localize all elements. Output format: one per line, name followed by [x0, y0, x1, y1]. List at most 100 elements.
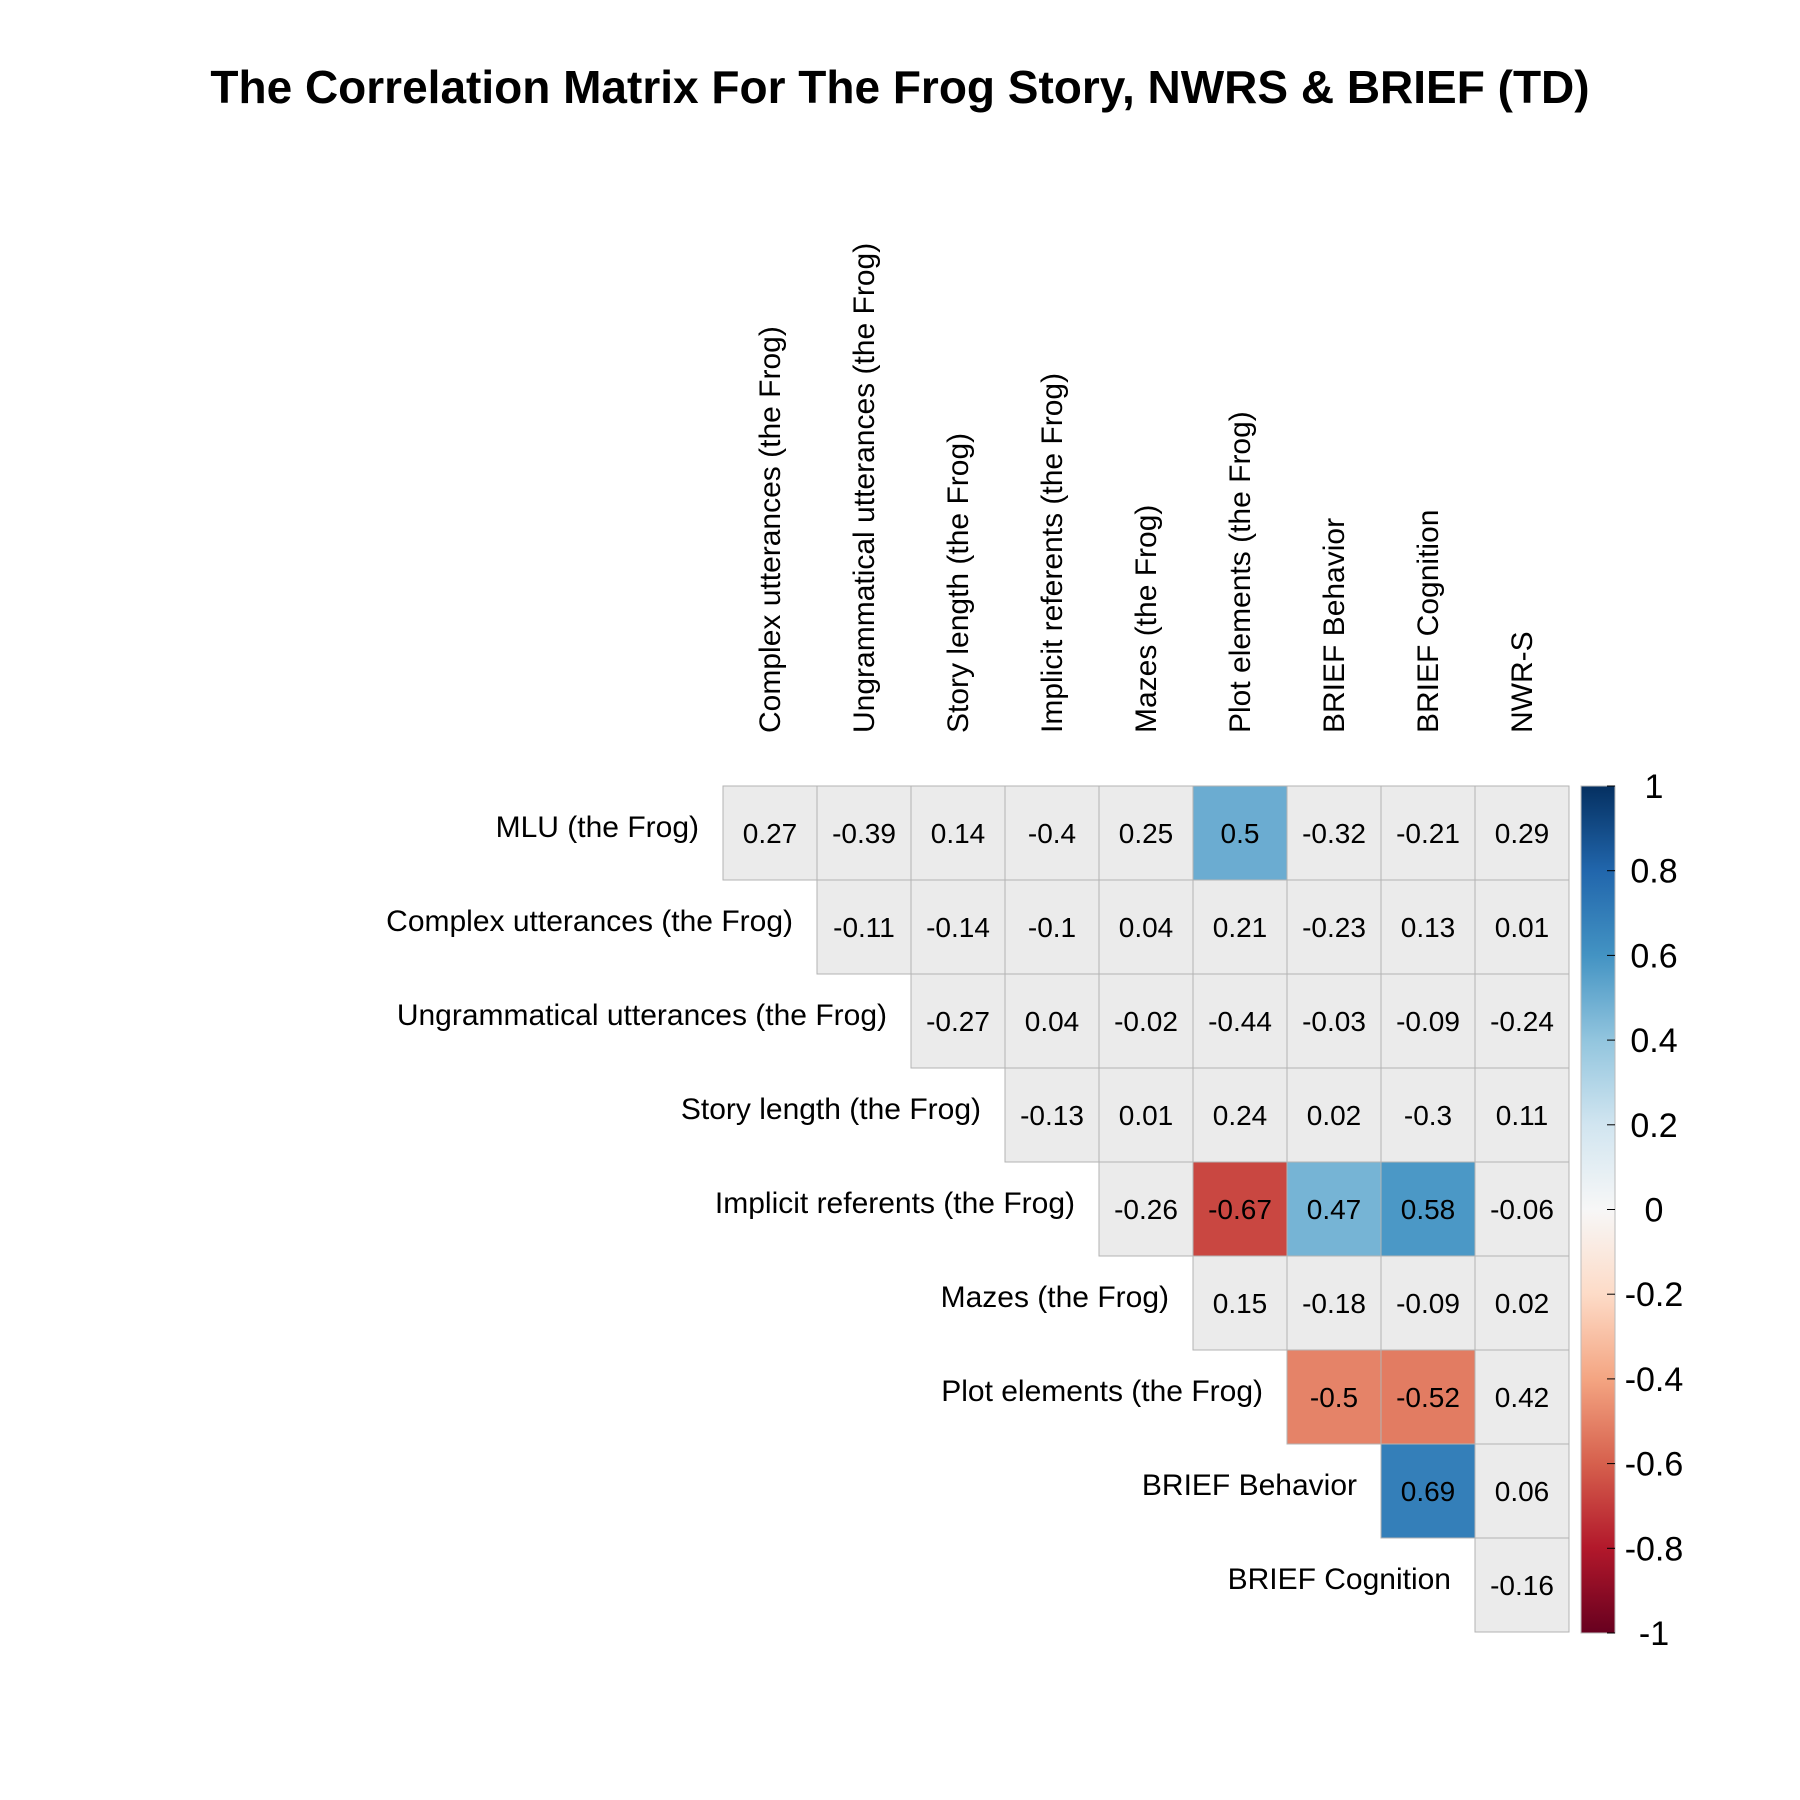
cell-value-label: 0.11 — [1496, 1100, 1548, 1131]
heatmap-cell — [816, 785, 912, 881]
heatmap-cells: 0.27 -0.39 0.14 -0.4 0.25 0.5 -0.32 -0.21 0.29 -0… — [722, 785, 1570, 1633]
cell-value-label: 0.15 — [1213, 1288, 1268, 1319]
row-label: BRIEF Cognition — [1228, 1563, 1451, 1596]
heatmap-cell — [910, 973, 1006, 1069]
row-label: MLU (the Frog) — [496, 811, 699, 844]
column-label: Mazes (the Frog) — [1130, 505, 1163, 733]
colorbar-tick-label: -0.8 — [1625, 1530, 1684, 1568]
heatmap-cell — [1380, 785, 1476, 881]
heatmap-cell — [1192, 785, 1288, 881]
row-label: Complex utterances (the Frog) — [386, 905, 793, 938]
cell-value-label: 0.01 — [1495, 912, 1550, 943]
cell-value-label: 0.04 — [1119, 912, 1174, 943]
cell-value-label: -0.02 — [1114, 1006, 1178, 1037]
heatmap-cell — [1380, 1255, 1476, 1351]
column-label: Story length (the Frog) — [942, 433, 975, 733]
heatmap-cell — [1192, 973, 1288, 1069]
cell-value-label: -0.3 — [1404, 1100, 1452, 1131]
heatmap-cell — [1474, 1537, 1570, 1633]
heatmap-cell — [1380, 879, 1476, 975]
row-label: Plot elements (the Frog) — [941, 1375, 1263, 1408]
row-label: BRIEF Behavior — [1142, 1469, 1357, 1502]
cell-value-label: -0.24 — [1490, 1006, 1554, 1037]
cell-value-label: 0.69 — [1401, 1476, 1456, 1507]
heatmap-cell — [1286, 785, 1382, 881]
cell-value-label: -0.4 — [1028, 818, 1076, 849]
heatmap-cell — [1286, 1067, 1382, 1163]
heatmap-cell — [816, 879, 912, 975]
cell-value-label: 0.47 — [1307, 1194, 1362, 1225]
heatmap-cell — [1380, 1067, 1476, 1163]
cell-value-label: -0.27 — [926, 1006, 990, 1037]
cell-value-label: 0.25 — [1119, 818, 1174, 849]
cell-value-label: -0.21 — [1396, 818, 1460, 849]
column-labels: Complex utterances (the Frog) Ungrammatic… — [754, 243, 1539, 733]
chart-title: The Correlation Matrix For The Frog Stor… — [210, 61, 1589, 113]
heatmap-cell — [1286, 879, 1382, 975]
colorbar-tick-label: 1 — [1645, 768, 1664, 806]
colorbar-tick-label: 0.6 — [1630, 937, 1677, 975]
heatmap-cell — [1004, 879, 1100, 975]
cell-value-label: -0.39 — [832, 818, 896, 849]
cell-value-label: 0.04 — [1025, 1006, 1080, 1037]
colorbar-tick-label: 0.4 — [1630, 1022, 1677, 1060]
cell-value-label: 0.02 — [1307, 1100, 1362, 1131]
heatmap-cell — [1380, 973, 1476, 1069]
heatmap-cell — [1286, 1255, 1382, 1351]
column-label: Complex utterances (the Frog) — [754, 326, 787, 733]
heatmap-cell — [1474, 879, 1570, 975]
heatmap-cell — [1004, 973, 1100, 1069]
heatmap-cell — [1192, 879, 1288, 975]
cell-value-label: -0.16 — [1490, 1570, 1554, 1601]
cell-value-label: -0.26 — [1114, 1194, 1178, 1225]
cell-value-label: 0.24 — [1213, 1100, 1268, 1131]
heatmap-cell — [1474, 1161, 1570, 1257]
cell-value-label: 0.01 — [1119, 1100, 1174, 1131]
heatmap-cell — [1192, 1161, 1288, 1257]
column-label: Plot elements (the Frog) — [1224, 411, 1257, 733]
row-label: Story length (the Frog) — [681, 1093, 981, 1126]
cell-value-label: -0.1 — [1028, 912, 1076, 943]
cell-value-label: 0.5 — [1221, 818, 1260, 849]
cell-value-label: -0.5 — [1310, 1382, 1358, 1413]
heatmap-cell — [1192, 1255, 1288, 1351]
heatmap-cell — [1474, 785, 1570, 881]
row-labels: MLU (the Frog) Complex utterances (the Fr… — [386, 811, 1451, 1596]
heatmap-cell — [1474, 1255, 1570, 1351]
colorbar-tick-label: 0.2 — [1630, 1107, 1677, 1145]
row-label: Implicit referents (the Frog) — [715, 1187, 1075, 1220]
cell-value-label: 0.14 — [931, 818, 986, 849]
heatmap-cell — [1474, 1443, 1570, 1539]
colorbar-tick-label: -0.6 — [1625, 1446, 1684, 1484]
cell-value-label: -0.13 — [1020, 1100, 1084, 1131]
cell-value-label: -0.14 — [926, 912, 990, 943]
heatmap-cell — [1380, 1349, 1476, 1445]
cell-value-label: -0.52 — [1396, 1382, 1460, 1413]
column-label: BRIEF Cognition — [1412, 510, 1445, 733]
cell-value-label: 0.21 — [1213, 912, 1268, 943]
cell-value-label: 0.27 — [743, 818, 798, 849]
cell-value-label: -0.06 — [1490, 1194, 1554, 1225]
cell-value-label: -0.23 — [1302, 912, 1366, 943]
row-label: Ungrammatical utterances (the Frog) — [397, 999, 887, 1032]
heatmap-cell — [1286, 1349, 1382, 1445]
heatmap-cell — [722, 785, 818, 881]
cell-value-label: 0.42 — [1495, 1382, 1550, 1413]
heatmap-cell — [1380, 1443, 1476, 1539]
colorbar-tick-label: -0.4 — [1625, 1361, 1684, 1399]
cell-value-label: -0.03 — [1302, 1006, 1366, 1037]
heatmap-cell — [1380, 1161, 1476, 1257]
heatmap-cell — [1098, 879, 1194, 975]
row-label: Mazes (the Frog) — [941, 1281, 1169, 1314]
column-label: NWR-S — [1506, 631, 1539, 733]
cell-value-label: -0.09 — [1396, 1288, 1460, 1319]
cell-value-label: -0.11 — [833, 912, 895, 943]
colorbar-tick-label: 0.8 — [1630, 853, 1677, 891]
colorbar-tick-label: 0 — [1645, 1192, 1664, 1230]
column-label: Implicit referents (the Frog) — [1036, 373, 1069, 733]
colorbar: 1 0.8 0.6 0.4 0.2 0 -0.2 -0.4 -0.6 -0.8 -1 — [1580, 768, 1684, 1653]
cell-value-label: -0.09 — [1396, 1006, 1460, 1037]
cell-value-label: -0.32 — [1302, 818, 1366, 849]
cell-value-label: 0.29 — [1495, 818, 1550, 849]
